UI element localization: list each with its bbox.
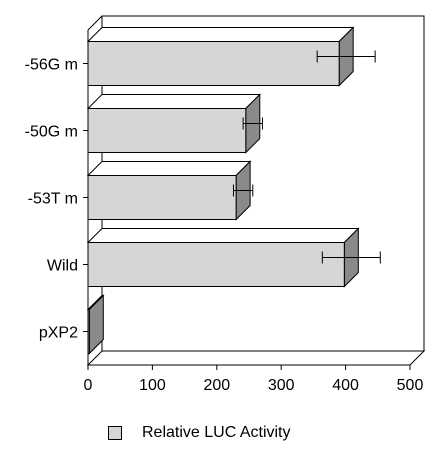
legend-swatch [108,426,122,440]
x-tick-label: 300 [268,377,295,394]
x-tick-label: 0 [84,377,93,394]
y-tick-label: pXP2 [39,325,78,342]
y-tick-label: Wild [47,258,78,275]
x-tick-label: 500 [397,377,424,394]
bar-side [88,294,104,355]
y-tick-label: -53T m [28,191,78,208]
depth-edge [87,15,103,31]
x-tick-label: 200 [203,377,230,394]
legend-label: Relative LUC Activity [142,424,291,441]
bar [87,242,345,287]
bar [87,108,247,153]
bar [87,41,340,86]
x-tick-label: 100 [139,377,166,394]
y-tick-label: -56G m [25,57,78,74]
y-tick-label: -50G m [25,124,78,141]
bar [87,175,237,220]
bar-top [86,161,252,176]
floor [86,350,426,366]
x-tick-label: 400 [332,377,359,394]
bar-top [86,228,360,243]
bar-top [86,27,355,42]
bar-top [86,94,261,109]
bar [87,309,90,354]
legend: Relative LUC Activity [108,424,291,442]
